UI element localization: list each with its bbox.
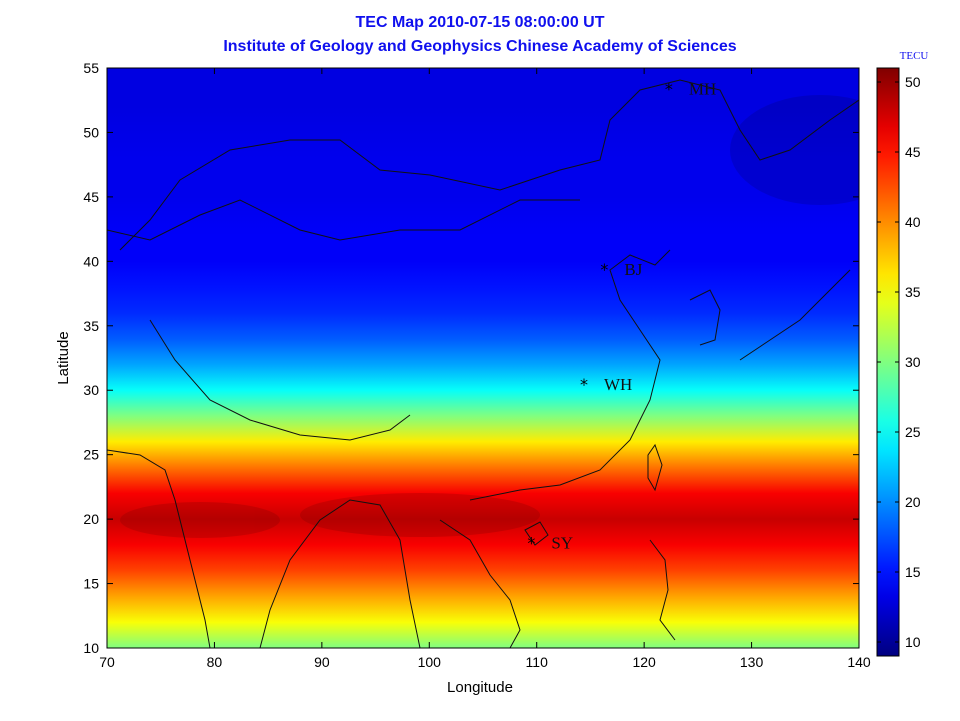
colorbar-unit-label: TECU xyxy=(900,50,929,62)
x-tick-label: 100 xyxy=(418,654,442,670)
enhancement-core xyxy=(120,493,540,538)
y-tick-label: 35 xyxy=(83,318,99,334)
colorbar-tick-label: 45 xyxy=(905,144,921,160)
heatmap-field xyxy=(107,68,859,648)
colorbar-ticks: 10 15 20 25 30 35 40 45 50 xyxy=(877,74,921,650)
y-tick-label: 40 xyxy=(83,253,99,269)
station-bj: * BJ xyxy=(600,260,642,279)
x-tick-label: 130 xyxy=(740,654,764,670)
eia-crest-core xyxy=(300,493,540,537)
chart-subtitle: Institute of Geology and Geophysics Chin… xyxy=(223,38,737,55)
colorbar-tick-label: 15 xyxy=(905,564,921,580)
x-tick-label: 120 xyxy=(632,654,656,670)
station-mh: * MH xyxy=(665,80,716,99)
x-tick-label: 110 xyxy=(526,654,549,670)
mongolia-border xyxy=(119,79,859,251)
station-wh: * WH xyxy=(580,375,632,394)
asterisk-icon: * xyxy=(527,533,535,552)
y-tick-label: 10 xyxy=(83,640,99,656)
y-tick-label: 25 xyxy=(83,447,99,463)
x-tick-label: 80 xyxy=(207,654,223,670)
y-tick-label: 50 xyxy=(83,124,99,140)
plot-frame xyxy=(106,67,860,649)
hainan-island xyxy=(524,521,549,546)
station-label: SY xyxy=(551,533,573,552)
x-axis-label: Longitude xyxy=(447,679,513,696)
x-tick-label: 70 xyxy=(99,654,115,670)
philippines-coast xyxy=(649,539,676,641)
colorbar-tick-label: 35 xyxy=(905,284,921,300)
y-tick-label: 55 xyxy=(83,60,99,76)
station-label: MH xyxy=(689,80,716,99)
colorbar-tick-label: 50 xyxy=(905,74,921,90)
colorbar-tick-label: 25 xyxy=(905,424,921,440)
indochina-coast xyxy=(439,519,521,648)
y-tick-label: 15 xyxy=(83,576,99,592)
x-tick-label: 140 xyxy=(847,654,871,670)
colorbar: 10 15 20 25 30 35 40 45 50 TECU xyxy=(876,50,929,657)
chart-title: TEC Map 2010-07-15 08:00:00 UT xyxy=(355,14,605,31)
asterisk-icon: * xyxy=(580,375,588,394)
y-axis-ticks: 10 15 20 25 30 35 40 45 50 55 xyxy=(83,60,859,656)
heatmap-band xyxy=(107,68,859,648)
colorbar-tick-label: 40 xyxy=(905,214,921,230)
asterisk-icon: * xyxy=(665,80,673,99)
x-axis-ticks: 70 80 90 100 110 120 130 140 xyxy=(99,68,871,670)
y-axis-label: Latitude xyxy=(55,331,72,384)
colorbar-tick-label: 10 xyxy=(905,634,921,650)
asterisk-icon: * xyxy=(600,260,608,279)
station-label: WH xyxy=(604,375,632,394)
y-tick-label: 20 xyxy=(83,511,99,527)
kazakhstan-border xyxy=(107,199,580,241)
colorbar-tick-label: 30 xyxy=(905,354,921,370)
station-markers: * MH * BJ * WH * SY xyxy=(527,80,716,553)
y-tick-label: 45 xyxy=(83,189,99,205)
coastlines-and-borders xyxy=(107,79,859,648)
japan-coast xyxy=(739,269,851,361)
himalaya-border xyxy=(149,319,411,441)
bay-of-bengal-coast xyxy=(259,499,421,648)
taiwan-island xyxy=(647,443,663,492)
station-label: BJ xyxy=(624,260,642,279)
colorbar-tick-label: 20 xyxy=(905,494,921,510)
station-sy: * SY xyxy=(527,533,573,552)
china-southeast-coast xyxy=(469,249,671,501)
x-tick-label: 90 xyxy=(314,654,330,670)
korea-coast xyxy=(689,289,721,346)
eia-crest-west xyxy=(120,502,280,538)
india-coast xyxy=(107,449,211,648)
y-tick-label: 30 xyxy=(83,382,99,398)
